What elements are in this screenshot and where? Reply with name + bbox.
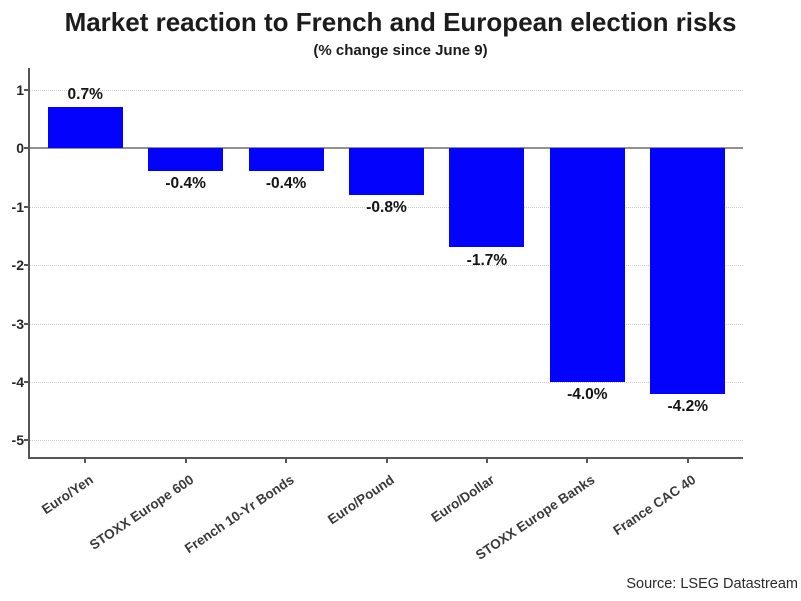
chart-title: Market reaction to French and European e… xyxy=(64,7,737,37)
value-label: 0.7% xyxy=(67,86,103,104)
category-label-france-cac-40: France CAC 40 xyxy=(610,472,699,539)
y-axis-tick xyxy=(24,88,30,91)
value-label: -0.4% xyxy=(165,175,206,193)
category-label-french-10-yr-bonds: French 10-Yr Bonds xyxy=(181,472,297,557)
bar-stoxx-europe-600 xyxy=(148,148,224,172)
y-axis-tick xyxy=(24,147,30,150)
y-axis-line xyxy=(28,68,30,458)
bar-stoxx-europe-banks xyxy=(549,148,625,382)
value-label: -4.0% xyxy=(567,385,608,403)
y-axis-tick xyxy=(24,322,30,325)
x-axis-tick xyxy=(184,458,187,463)
category-label-stoxx-europe-600: STOXX Europe 600 xyxy=(86,472,197,553)
category-label-euro-yen: Euro/Yen xyxy=(38,472,96,518)
chart-subtitle: (% change since June 9) xyxy=(313,42,488,59)
gridline xyxy=(30,206,743,208)
y-axis-tick-label: 1 xyxy=(16,81,24,98)
gridline xyxy=(30,440,743,442)
y-axis-tick xyxy=(24,205,30,208)
y-axis-tick-label: 0 xyxy=(16,140,24,157)
x-axis-tick xyxy=(485,458,488,463)
y-axis-tick xyxy=(24,380,30,383)
gridline xyxy=(30,323,743,325)
y-axis-tick-label: -1 xyxy=(11,198,24,215)
x-axis-tick xyxy=(84,458,87,463)
value-label: -0.4% xyxy=(265,175,307,193)
gridline xyxy=(30,381,743,383)
x-axis-tick xyxy=(686,458,689,463)
x-axis-tick xyxy=(385,458,388,463)
category-label-euro-pound: Euro/Pound xyxy=(325,472,397,528)
x-axis-tick xyxy=(285,458,288,463)
bar-france-cac-40 xyxy=(650,148,726,394)
value-label: -0.8% xyxy=(366,198,407,216)
value-label: -4.2% xyxy=(667,397,709,415)
y-axis-tick-label: -3 xyxy=(11,315,24,332)
category-label-euro-dollar: Euro/Dollar xyxy=(428,472,498,526)
gridline xyxy=(30,89,743,91)
bar-euro-pound xyxy=(349,148,424,195)
y-axis-tick xyxy=(24,264,30,267)
gridline xyxy=(30,265,743,267)
y-axis-tick-label: -2 xyxy=(11,257,24,274)
y-axis-tick xyxy=(24,439,30,442)
bar-french-10-yr-bonds xyxy=(248,148,324,172)
y-axis-tick-label: -5 xyxy=(11,432,24,449)
bar-euro-yen xyxy=(47,107,123,149)
value-label: -1.7% xyxy=(466,251,508,269)
y-axis-tick-label: -4 xyxy=(11,373,24,390)
x-axis-tick xyxy=(586,458,589,463)
bar-euro-dollar xyxy=(449,148,525,248)
source-note: Source: LSEG Datastream xyxy=(626,576,798,592)
